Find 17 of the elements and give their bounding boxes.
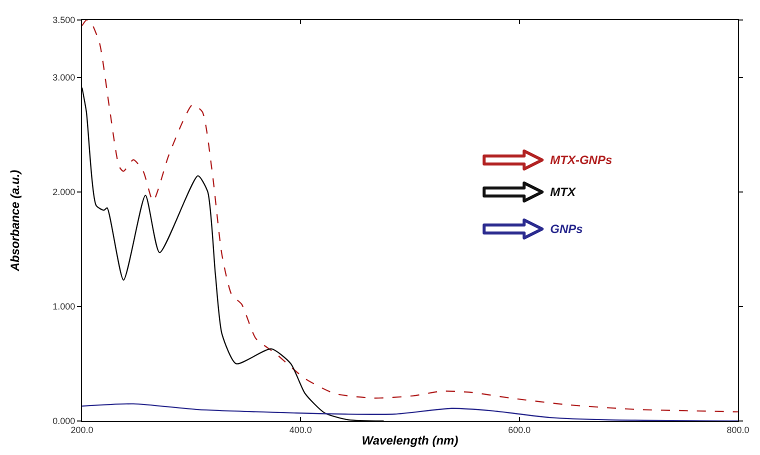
- y-tick-label: 1.000: [52, 302, 76, 312]
- x-tick-label: 400.0: [289, 424, 312, 435]
- x-tick-label: 200.0: [70, 424, 94, 435]
- line-series: [82, 403, 738, 421]
- line-series: [82, 87, 384, 421]
- y-tick-label: 0.000: [52, 416, 76, 426]
- x-tick-label: 600.0: [508, 424, 531, 435]
- line-series: [82, 20, 738, 412]
- y-axis-title: Absorbance (a.u.): [8, 170, 22, 272]
- y-tick-label: 3.000: [52, 72, 76, 82]
- legend-label: MTX: [550, 185, 576, 199]
- y-tick-label: 3.500: [52, 15, 76, 26]
- x-axis-title: Wavelength (nm): [362, 434, 458, 448]
- x-tick-label: 800.0: [726, 424, 750, 435]
- y-tick-label: 2.000: [52, 187, 76, 198]
- legend-label: GNPs: [550, 222, 584, 236]
- legend-label: MTX-GNPs: [550, 153, 612, 167]
